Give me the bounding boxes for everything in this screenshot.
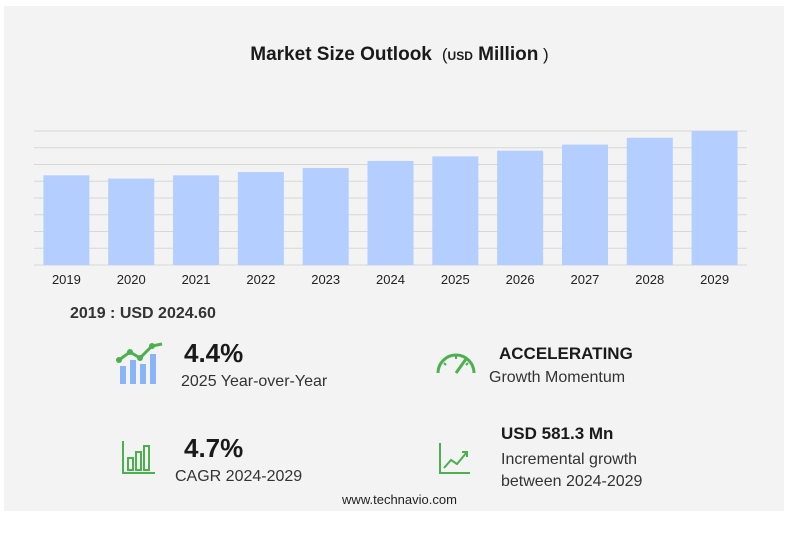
bar-growth-icon (116, 342, 163, 384)
base-year-label: 2019 : USD 2024.60 (70, 305, 216, 322)
incremental-label-2: between 2024-2029 (501, 473, 643, 490)
bar-2027 (561, 144, 608, 265)
bar-2020 (108, 178, 155, 265)
bar-chart-icon (122, 441, 155, 474)
x-tick-label-2023: 2023 (311, 272, 340, 287)
yoy-value: 4.4% (184, 338, 244, 368)
incremental-label-1: Incremental growth (501, 451, 638, 468)
x-tick-label-2026: 2026 (506, 272, 535, 287)
cagr-value: 4.7% (184, 433, 244, 463)
bar-2029 (691, 131, 738, 265)
x-tick-label-2029: 2029 (700, 272, 729, 287)
bar-2026 (497, 150, 544, 265)
momentum-stat: ACCELERATING (499, 344, 633, 364)
speedometer-icon (436, 353, 476, 374)
x-tick-label-2020: 2020 (117, 272, 146, 287)
yoy-stat: 4.4% (184, 338, 243, 369)
x-tick-label-2022: 2022 (246, 272, 275, 287)
x-tick-label-2021: 2021 (182, 272, 211, 287)
cagr-label: CAGR 2024-2029 (175, 468, 303, 485)
bar-2022 (237, 172, 284, 265)
x-tick-label-2019: 2019 (52, 272, 81, 287)
bar-2025 (432, 156, 479, 265)
x-tick-label-2027: 2027 (570, 272, 599, 287)
x-tick-label-2024: 2024 (376, 272, 405, 287)
momentum-label: Growth Momentum (489, 369, 626, 386)
x-tick-label-2025: 2025 (441, 272, 470, 287)
bar-2021 (173, 175, 220, 265)
bar-2023 (302, 167, 349, 265)
momentum-value: ACCELERATING (499, 344, 633, 363)
title-unit-prefix: USD (447, 49, 473, 63)
incremental-stat: USD 581.3 Mn (501, 424, 613, 444)
bar-2024 (367, 160, 414, 265)
chart-title: Market Size Outlook (USD Million ) (250, 44, 549, 65)
bar-2028 (626, 137, 673, 265)
line-growth-icon (439, 443, 470, 474)
yoy-label: 2025 Year-over-Year (181, 373, 328, 390)
title-unit-suffix: Million (478, 44, 539, 65)
x-tick-label-2028: 2028 (635, 272, 664, 287)
title-main: Market Size Outlook (250, 44, 432, 65)
source-url: www.technavio.com (342, 492, 457, 507)
bar-2019 (43, 175, 90, 265)
incremental-value: USD 581.3 Mn (501, 424, 614, 443)
cagr-stat: 4.7% (184, 433, 243, 464)
